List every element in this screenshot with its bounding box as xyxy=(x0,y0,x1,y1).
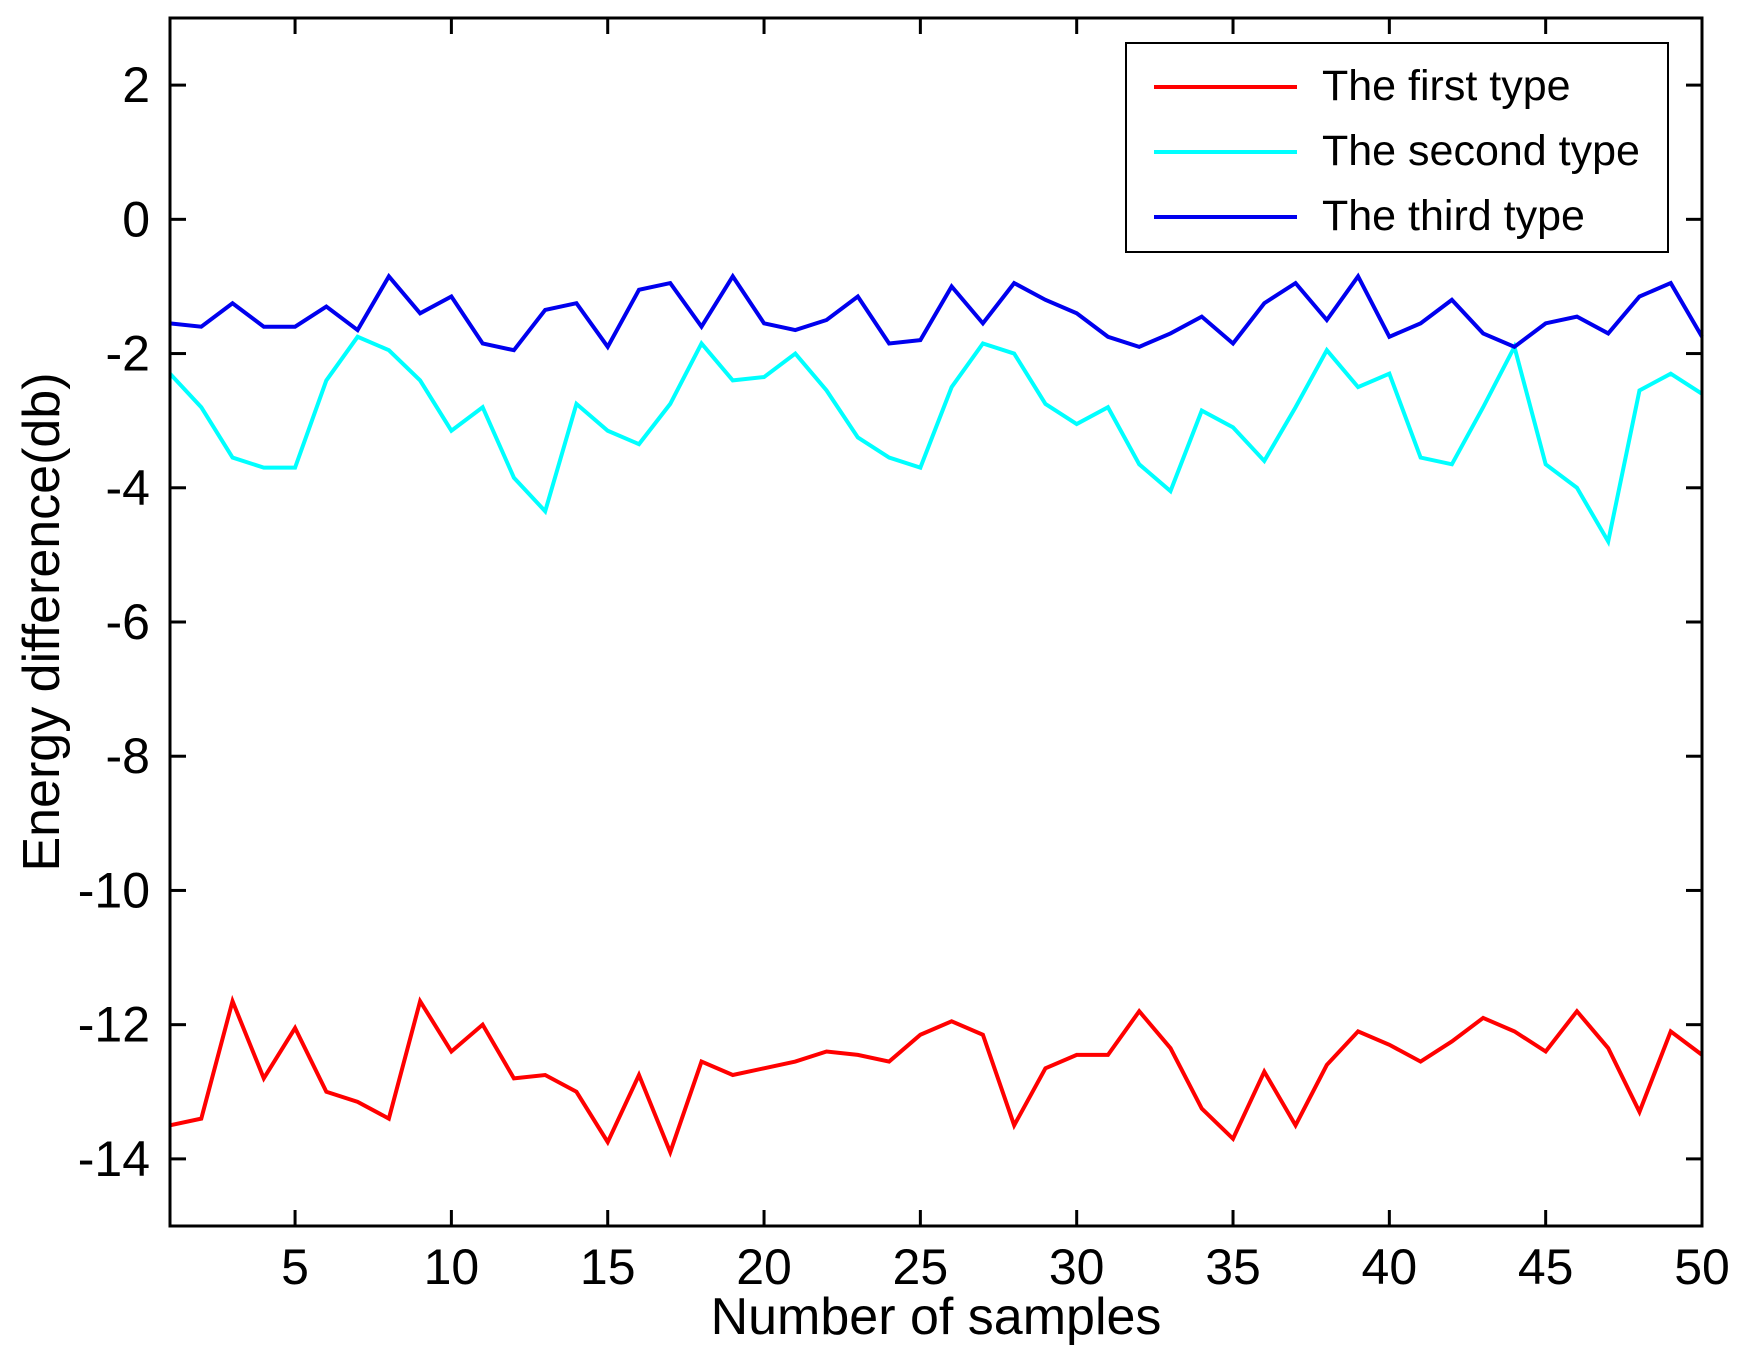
legend-line-swatch xyxy=(1154,214,1297,219)
legend-label: The first type xyxy=(1322,62,1571,110)
legend-label: The second type xyxy=(1322,127,1640,175)
y-tick-label: -4 xyxy=(106,460,150,516)
series-line-3 xyxy=(169,272,1704,353)
legend-item: The third type xyxy=(1127,184,1667,249)
y-tick-label: 0 xyxy=(122,191,150,247)
x-tick-label: 40 xyxy=(1362,1239,1418,1295)
legend-line-swatch xyxy=(1154,149,1297,154)
legend-label: The third type xyxy=(1322,192,1585,240)
legend-box: The first type The second type The third… xyxy=(1125,42,1669,253)
x-tick-label: 45 xyxy=(1518,1239,1574,1295)
y-tick-label: 2 xyxy=(122,57,150,113)
x-tick-label: 50 xyxy=(1674,1239,1730,1295)
y-axis-label: Energy difference(db) xyxy=(13,372,71,872)
y-tick-label: -10 xyxy=(78,862,150,918)
legend-item: The second type xyxy=(1127,119,1667,184)
legend-line-swatch xyxy=(1154,84,1297,89)
y-tick-label: -2 xyxy=(106,326,150,382)
x-tick-label: 30 xyxy=(1049,1239,1105,1295)
x-tick-label: 10 xyxy=(424,1239,480,1295)
y-tick-label: -6 xyxy=(106,594,150,650)
x-tick-label: 5 xyxy=(281,1239,309,1295)
x-axis-label: Number of samples xyxy=(710,1288,1162,1346)
y-tick-label: -12 xyxy=(78,997,150,1053)
x-tick-label: 15 xyxy=(580,1239,636,1295)
series-line-1 xyxy=(169,994,1704,1158)
series-line-2 xyxy=(168,334,1704,547)
legend-item: The first type xyxy=(1127,54,1667,119)
x-tick-label: 35 xyxy=(1205,1239,1261,1295)
x-tick-label: 25 xyxy=(893,1239,949,1295)
y-tick-label: -8 xyxy=(106,728,150,784)
y-tick-label: -14 xyxy=(78,1131,150,1187)
x-tick-label: 20 xyxy=(736,1239,792,1295)
